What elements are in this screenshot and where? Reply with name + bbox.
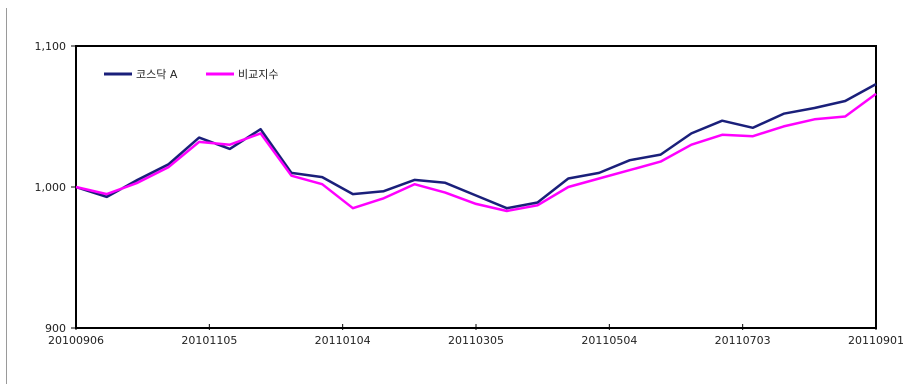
x-tick-label: 20100906 — [48, 334, 104, 347]
y-tick-label: 1,100 — [35, 40, 67, 53]
x-tick-label: 20110703 — [715, 334, 771, 347]
legend-label-series-1: 코스닥 A — [136, 68, 178, 81]
series-lines — [75, 83, 877, 213]
x-tick-label: 20110305 — [448, 334, 504, 347]
series-line-1 — [75, 83, 877, 210]
left-border-line — [6, 8, 7, 384]
plot-area — [75, 45, 877, 329]
x-tick-label: 20101105 — [181, 334, 237, 347]
legend: 코스닥 A 비교지수 — [104, 68, 278, 81]
y-tick-label: 900 — [45, 322, 66, 335]
x-tick-label: 20110104 — [315, 334, 371, 347]
legend-label-series-2: 비교지수 — [238, 68, 278, 81]
series-line-2 — [75, 92, 877, 213]
x-tick-label: 20110504 — [581, 334, 637, 347]
y-tick-label: 1,000 — [35, 181, 67, 194]
x-tick-label: 20110901 — [848, 334, 904, 347]
x-axis: 20100906 20101105 20110104 20110305 20110504… — [48, 324, 904, 347]
y-axis: 1,100 1,000 900 — [35, 40, 76, 335]
